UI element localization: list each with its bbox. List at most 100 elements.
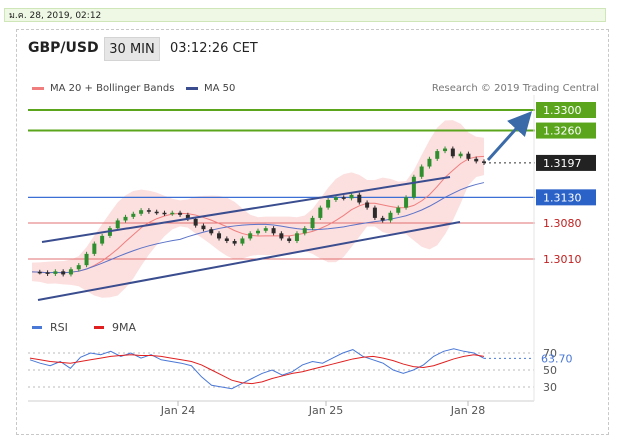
- projection-arrow: [486, 111, 533, 162]
- clock-time: 03:12:26 CET: [170, 41, 258, 56]
- ma20-line: [31, 155, 485, 274]
- candle-body: [279, 233, 284, 239]
- candlesticks: [37, 146, 486, 277]
- candle-body: [302, 228, 307, 234]
- candle-body: [131, 213, 136, 217]
- candle-body: [37, 271, 42, 274]
- candle-body: [162, 212, 167, 215]
- candle-body: [193, 218, 198, 226]
- research-credit: Research © 2019 Trading Central: [431, 83, 599, 94]
- candle-body: [154, 211, 159, 214]
- level-label-0: 1.3300: [543, 104, 582, 117]
- candle-body: [287, 238, 292, 242]
- candle-body: [53, 271, 58, 274]
- candle-body: [435, 151, 440, 159]
- level-label-3: 1.3130: [543, 191, 582, 204]
- candle-body: [419, 166, 424, 177]
- level-badge-0: [536, 102, 596, 118]
- candle-body: [466, 153, 471, 159]
- candle-body: [123, 216, 128, 221]
- rsi-swatch-icon: [32, 326, 42, 329]
- level-labels: 1.3300 1.3260 1.3197 1.3130 1.3080 1.3010: [536, 102, 596, 266]
- candle-body: [318, 207, 323, 218]
- candle-body: [185, 214, 190, 219]
- legend-ma50-label: MA 50: [204, 83, 236, 94]
- candle-body: [178, 212, 183, 215]
- bollinger-bands: [32, 120, 484, 298]
- candle-body: [100, 235, 105, 244]
- candle-body: [427, 158, 432, 167]
- candle-body: [139, 210, 144, 214]
- candle-body: [326, 199, 331, 208]
- candle-body: [349, 194, 354, 199]
- level-label-4: 1.3080: [543, 217, 582, 230]
- channel-upper-line: [41, 176, 451, 243]
- candle-body: [201, 225, 206, 230]
- candle-body: [372, 207, 377, 218]
- candle-body: [271, 228, 276, 234]
- candle-body: [68, 269, 73, 275]
- candle-body: [76, 265, 81, 270]
- candle-body: [92, 243, 97, 254]
- channel-lower-line: [37, 221, 461, 301]
- candle-body: [458, 153, 463, 157]
- level-badge-3: [536, 189, 596, 206]
- legend-ma20: MA 20 + Bollinger Bands: [32, 83, 174, 94]
- candle-body: [450, 148, 455, 157]
- candle-body: [232, 241, 237, 244]
- x-ticks: Jan 24 Jan 25 Jan 28: [160, 401, 485, 417]
- x-tick-label-2: Jan 28: [450, 404, 485, 417]
- candle-body: [224, 238, 229, 242]
- candle-body: [240, 238, 245, 244]
- x-tick-label-1: Jan 25: [308, 404, 343, 417]
- candle-body: [310, 217, 315, 229]
- candle-body: [248, 233, 253, 239]
- legend-ma20-label: MA 20 + Bollinger Bands: [50, 83, 175, 94]
- candle-body: [170, 212, 175, 215]
- legend-rsi-label: RSI: [50, 321, 68, 334]
- candle-body: [84, 253, 89, 266]
- ma9-swatch-icon: [94, 326, 104, 329]
- candle-body: [365, 202, 370, 208]
- level-badge-1: [536, 122, 596, 139]
- candle-body: [380, 217, 385, 221]
- candle-body: [357, 194, 362, 203]
- rsi-current-label: 63.70: [541, 352, 573, 365]
- symbol-title: GBP/USD: [28, 40, 99, 56]
- legend-9ma-label: 9MA: [112, 321, 136, 334]
- rsi-line: [29, 348, 485, 390]
- x-tick-label-0: Jan 24: [160, 404, 195, 417]
- rsi-tick-70: 70: [543, 347, 557, 360]
- rsi-ma-line: [29, 354, 485, 385]
- timeframe-badge[interactable]: 30 MIN: [104, 37, 160, 61]
- candle-body: [45, 272, 50, 274]
- candle-body: [474, 158, 479, 162]
- level-badge-2: [536, 154, 596, 171]
- candle-body: [388, 212, 393, 221]
- date-bar: ม.ค. 28, 2019, 02:12: [4, 8, 606, 22]
- candle-body: [411, 176, 416, 198]
- chart-panel: [16, 29, 609, 435]
- rsi-tick-30: 30: [543, 381, 557, 394]
- candle-body: [404, 197, 409, 208]
- candle-body: [263, 228, 268, 231]
- candle-body: [294, 233, 299, 242]
- ma20-swatch-icon: [32, 86, 44, 90]
- level-label-1: 1.3260: [543, 125, 582, 138]
- date-label: ม.ค. 28, 2019, 02:12: [9, 11, 102, 21]
- moving-averages: [31, 155, 485, 274]
- candle-body: [341, 197, 346, 199]
- ma50-line: [31, 182, 485, 274]
- ma50-swatch-icon: [186, 86, 198, 90]
- candle-body: [333, 197, 338, 200]
- candle-body: [146, 210, 151, 212]
- candle-body: [443, 148, 448, 152]
- candle-body: [396, 207, 401, 213]
- candle-body: [61, 271, 66, 275]
- legend-ma50: MA 50: [186, 83, 235, 94]
- level-label-2: 1.3197: [543, 157, 582, 170]
- candle-body: [209, 229, 214, 234]
- candle-body: [256, 230, 260, 234]
